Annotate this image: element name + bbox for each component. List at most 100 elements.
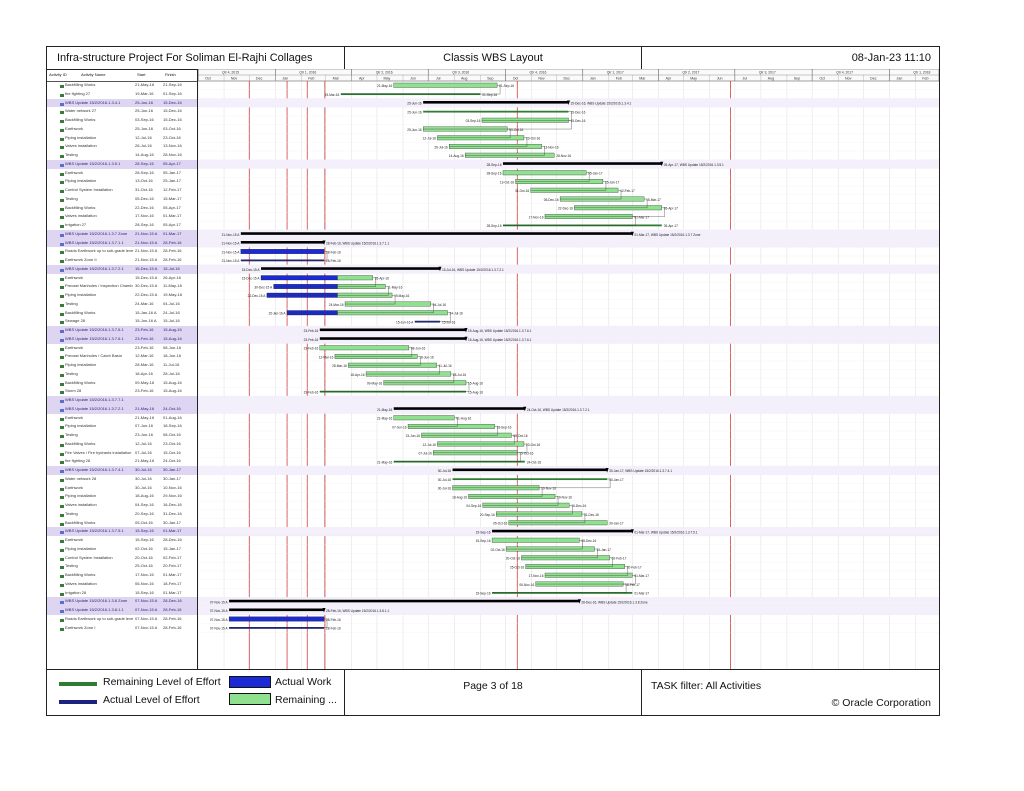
table-row[interactable]: Precast Manholes / Catch Basin 12-Mar-16 1… <box>47 352 197 361</box>
table-row[interactable]: Sewage 28 15-Jun-16 A 15-Jul-16 <box>47 317 197 326</box>
activity-name: Earthwork <box>65 274 84 280</box>
activity-finish: 31-Dec-16 <box>163 510 182 516</box>
bar-start-label: 12-Mar-16 <box>319 355 334 359</box>
task-icon <box>60 566 64 570</box>
table-row[interactable]: Testing 05-Dec-16 15-Mar-17 <box>47 195 197 204</box>
table-row[interactable]: Testing 20-Sep-16 31-Dec-16 <box>47 510 197 519</box>
table-row[interactable]: Valves installation 17-Nov-16 01-Mar-17 <box>47 212 197 221</box>
activity-name: Backfilling Works <box>65 572 96 577</box>
table-row[interactable]: Piping installation 13-Oct-16 25-Jan-17 <box>47 177 197 186</box>
wbs-row[interactable]: WBS Update 15/2/2016.1.3.7.7.1 <box>47 396 197 405</box>
table-row[interactable]: fire fighting 28 21-May-16 24-Oct-16 <box>47 457 197 466</box>
table-row[interactable]: Earthwork 21-May-16 01-Aug-16 <box>47 414 197 423</box>
table-row[interactable]: Irrigation 27 28-Sep-16 05-Apr-17 <box>47 221 197 230</box>
table-row[interactable]: Piping installation 07-Jun-16 18-Sep-16 <box>47 422 197 431</box>
wbs-row[interactable]: WBS Update 15/2/2016.1.3.8.1.1 07-Nov-15 … <box>47 606 197 615</box>
activity-start: 20-Oct-16 <box>135 554 153 560</box>
wbs-end-marker <box>605 468 609 473</box>
task-icon <box>60 513 64 517</box>
wbs-row[interactable]: WBS Update 15/2/2016.1.3.8 Zone 07-Nov-15… <box>47 597 197 606</box>
wbs-row[interactable]: WBS Update 15/2/2016.1.3.7.6.1 23-Feb-16 1… <box>47 326 197 335</box>
wbs-row[interactable]: WBS Update 15/2/2016.1.3.7.5.1 15-Sep-16 0… <box>47 527 197 536</box>
table-row[interactable]: Valves installation 04-Sep-16 16-Dec-16 <box>47 501 197 510</box>
table-row[interactable]: Piping installation 12-Jul-16 23-Oct-16 <box>47 134 197 143</box>
task-icon <box>60 120 64 123</box>
table-row[interactable]: Backfilling Works 17-Nov-16 01-Mar-17 <box>47 571 197 580</box>
table-row[interactable]: Piping installation 22-Dec-15 A 19-May-16 <box>47 291 197 300</box>
wbs-row[interactable]: WBS Update 15/2/2016.1.3.7.4.1 30-Jul-16 3… <box>47 466 197 475</box>
bar-finish-label: 05-Jan-17 <box>588 172 603 176</box>
table-row[interactable]: Water network 28 30-Jul-16 30-Jan-17 <box>47 475 197 484</box>
table-row[interactable]: fire fighting 27 19-Mar-16 01-Sep-16 <box>47 90 197 99</box>
table-row[interactable]: Fire Valves / Fire hydrants installation… <box>47 449 197 458</box>
dependency-link <box>574 198 648 208</box>
table-row[interactable]: Testing 23-Jun-16 08-Oct-16 <box>47 431 197 440</box>
table-row[interactable]: Backfilling Works 12-Jul-16 23-Oct-16 <box>47 440 197 449</box>
activity-start: 23-Feb-16 <box>135 388 154 394</box>
wbs-icon <box>60 408 64 412</box>
table-row[interactable]: Valves installation 06-Nov-16 18-Feb-17 <box>47 580 197 589</box>
activity-name: Valves installation <box>65 502 97 507</box>
bar-start-label: 23-Feb-16 <box>304 329 319 333</box>
table-row[interactable]: Earthwork Zone II 21-Nov-15 A 28-Feb-16 <box>47 256 197 265</box>
table-row[interactable]: Earthwork 25-Jun-16 03-Oct-16 <box>47 125 197 134</box>
wbs-row[interactable]: WBS Update 15/2/2016.1.3.7.1.1 21-Nov-15 … <box>47 238 197 248</box>
activity-finish: 15-Aug-16 <box>163 388 182 394</box>
activity-name: Fire Valves / Fire hydrants installation <box>65 449 132 455</box>
wbs-row[interactable]: WBS Update 15/2/2016.1.3.5.1 28-Sep-16 05-… <box>47 159 197 169</box>
activity-finish: 28-Feb-16 <box>163 615 182 621</box>
table-row[interactable]: Piping installation 18-Aug-16 29-Nov-16 <box>47 492 197 501</box>
quarter-label: Qtr 2, 2017 <box>682 71 699 75</box>
table-row[interactable]: Valves installation 26-Jul-16 13-Nov-16 <box>47 142 197 151</box>
bar-start-label: 02-Oct-16 <box>491 548 505 552</box>
table-row[interactable]: Roads Earthwork up to sub-grade level 21-… <box>47 247 197 256</box>
wbs-end-marker <box>322 608 326 613</box>
table-row[interactable]: Earthwork 15-Sep-16 28-Dec-16 <box>47 536 197 545</box>
table-row[interactable]: Backfilling Works 15-Jan-16 A 24-Jul-16 <box>47 309 197 318</box>
activity-name: Irrigation 28 <box>65 589 87 595</box>
wbs-row[interactable]: WBS Update 15/2/2016.1.3.7.2.1 15-Dec-15 … <box>47 264 197 274</box>
dependency-link <box>421 426 498 436</box>
wbs-row[interactable]: WBS Update 15/2/2016.1.3.7.2.1 21-May-16 2… <box>47 404 197 414</box>
table-row[interactable]: Testing 14-Aug-16 28-Nov-16 <box>47 151 197 160</box>
wbs-icon <box>60 470 64 473</box>
remaining-work-bar <box>393 82 498 88</box>
dependency-link <box>334 347 413 357</box>
table-row[interactable]: Testing 25-Oct-16 20-Feb-17 <box>47 562 197 571</box>
table-row[interactable]: Testing 18-Apr-16 28-Jul-16 <box>47 370 197 379</box>
bar-start-label: 19-Mar-16 <box>325 93 340 97</box>
table-row[interactable]: Backfilling Works 09-May-16 15-Aug-16 <box>47 379 197 388</box>
table-row[interactable]: Backfilling Works 22-Dec-16 05-Apr-17 <box>47 204 197 213</box>
table-row[interactable]: Precast Manholes / Inspection Chamber 30-… <box>47 282 197 291</box>
table-row[interactable]: Control System Installation 20-Oct-16 02-F… <box>47 554 197 563</box>
table-row[interactable]: Earthwork 15-Dec-15 A 26-Apr-16 <box>47 274 197 283</box>
table-row[interactable]: Water network 27 25-Jun-16 15-Dec-16 <box>47 107 197 116</box>
task-icon <box>60 365 64 368</box>
table-row[interactable]: Irrigation 28 15-Sep-16 01-Mar-17 <box>47 589 197 598</box>
table-row[interactable]: Earthwork 30-Jul-16 10-Nov-16 <box>47 484 197 493</box>
wbs-row[interactable]: WBS Update 15/2/2016.1.3.7 Zone 21-Nov-15… <box>47 229 197 239</box>
table-row[interactable]: Earthwork Zone I 07-Nov-15 A 28-Feb-16 <box>47 624 197 633</box>
activity-start: 13-Oct-16 <box>135 178 153 184</box>
table-row[interactable]: Earthwork 23-Feb-16 08-Jun-16 <box>47 344 197 353</box>
print-datetime: 08-Jan-23 11:10 <box>851 52 931 64</box>
table-row[interactable]: Testing 24-Mar-16 04-Jul-16 <box>47 300 197 309</box>
table-row[interactable]: Control System Installation 31-Oct-16 12-F… <box>47 186 197 195</box>
wbs-row[interactable]: WBS Update 15/2/2016.1.3.4.1 25-Jun-16 15-… <box>47 98 197 108</box>
wbs-row[interactable]: WBS Update 15/2/2016.1.3.7.6.1 23-Feb-16 1… <box>47 334 197 344</box>
dependency-link <box>340 85 501 95</box>
table-row[interactable]: Storm 28 23-Feb-16 15-Aug-16 <box>47 387 197 396</box>
table-row[interactable]: Piping installation 02-Oct-16 15-Jan-17 <box>47 545 197 554</box>
table-row[interactable]: Backfilling Works 21-May-16 21-Sep-16 <box>47 81 197 90</box>
table-row[interactable]: Earthwork 28-Sep-16 05-Jan-17 <box>47 169 197 178</box>
activity-finish: 28-Dec-16 <box>163 537 182 542</box>
table-row[interactable]: Roads Earthwork up to sub-grade level 07-… <box>47 615 197 624</box>
table-row[interactable]: Backfilling Works 05-Oct-16 30-Jan-17 <box>47 519 197 528</box>
month-label: Dec <box>564 77 571 81</box>
bar-start-label: 23-Feb-16 <box>304 338 319 342</box>
wbs-summary-bar <box>229 608 325 612</box>
activity-finish: 15-Mar-17 <box>163 195 182 201</box>
table-row[interactable]: Piping installation 28-Mar-16 11-Jul-16 <box>47 361 197 370</box>
activity-start: 26-Jul-16 <box>135 143 152 149</box>
table-row[interactable]: Backfilling Works 03-Sep-16 15-Dec-16 <box>47 116 197 125</box>
